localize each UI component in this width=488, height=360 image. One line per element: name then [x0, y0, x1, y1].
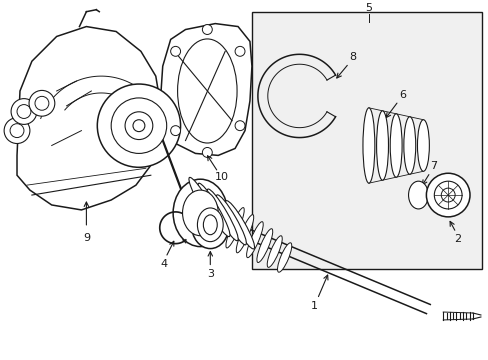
Ellipse shape [173, 179, 227, 247]
Text: 9: 9 [82, 233, 90, 243]
Ellipse shape [236, 215, 253, 253]
Ellipse shape [207, 189, 238, 241]
Ellipse shape [197, 208, 223, 242]
Text: 10: 10 [215, 172, 229, 182]
Circle shape [4, 118, 30, 144]
Ellipse shape [225, 201, 254, 249]
Ellipse shape [407, 181, 427, 209]
Text: 5: 5 [365, 3, 372, 13]
Ellipse shape [417, 120, 428, 171]
Ellipse shape [182, 190, 218, 236]
Circle shape [35, 96, 49, 110]
Circle shape [426, 173, 469, 217]
Circle shape [10, 124, 24, 138]
Circle shape [111, 98, 166, 153]
Text: 7: 7 [429, 161, 436, 171]
Polygon shape [17, 27, 161, 210]
Circle shape [202, 24, 212, 35]
Text: 3: 3 [206, 269, 213, 279]
Ellipse shape [389, 114, 401, 177]
Circle shape [11, 99, 37, 125]
Ellipse shape [191, 201, 229, 249]
Ellipse shape [216, 195, 246, 245]
Ellipse shape [266, 236, 282, 267]
Ellipse shape [277, 243, 291, 272]
Text: 2: 2 [454, 234, 461, 244]
Text: 8: 8 [349, 52, 356, 62]
Ellipse shape [225, 208, 244, 248]
Circle shape [235, 121, 244, 131]
Circle shape [202, 148, 212, 157]
Circle shape [97, 84, 180, 167]
Ellipse shape [198, 183, 229, 237]
Ellipse shape [403, 117, 415, 174]
Text: 4: 4 [160, 260, 167, 269]
Text: 6: 6 [398, 90, 405, 100]
Ellipse shape [256, 229, 272, 262]
Ellipse shape [177, 39, 237, 143]
Circle shape [17, 104, 31, 118]
Circle shape [440, 188, 454, 202]
Ellipse shape [376, 111, 387, 180]
Ellipse shape [246, 222, 263, 258]
Circle shape [29, 90, 55, 116]
Ellipse shape [203, 215, 217, 235]
Polygon shape [161, 23, 251, 156]
Circle shape [235, 46, 244, 56]
Text: 1: 1 [310, 301, 317, 311]
Circle shape [170, 46, 180, 56]
Ellipse shape [188, 177, 222, 233]
Circle shape [133, 120, 144, 132]
Circle shape [125, 112, 152, 140]
Circle shape [433, 181, 461, 209]
Circle shape [170, 126, 180, 136]
Bar [251, 12, 481, 269]
Ellipse shape [362, 108, 374, 183]
